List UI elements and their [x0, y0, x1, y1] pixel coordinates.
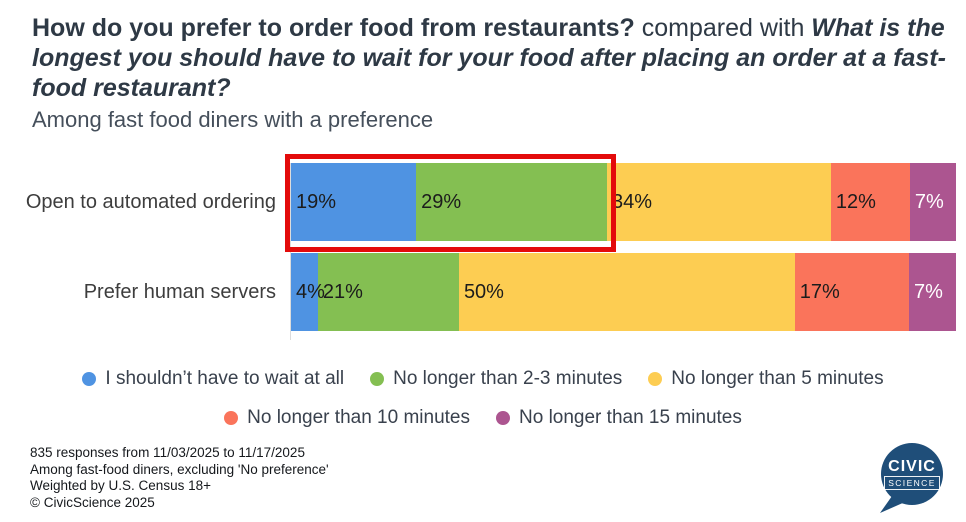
title-question-1: How do you prefer to order food from res… — [32, 14, 635, 42]
segment-value-label: 50% — [463, 280, 504, 303]
segment-value-label: 7% — [914, 190, 944, 213]
segment-value-label: 12% — [835, 190, 876, 213]
bar-segment: 19% — [291, 163, 417, 241]
bar-segment: 17% — [794, 253, 909, 331]
logo-civic-label: CIVIC — [888, 458, 936, 475]
bar-segment: 7% — [909, 163, 956, 241]
legend-label: No longer than 10 minutes — [247, 407, 470, 428]
stacked-bar: 4% 21% 50% 17% 7% — [291, 253, 956, 331]
title-question-2: What is the longest you should have to w… — [32, 14, 946, 102]
segment-value-label: 29% — [421, 190, 462, 213]
logo-text: CIVIC SCIENCE — [881, 443, 943, 505]
footer-line: 835 responses from 11/03/2025 to 11/17/2… — [30, 445, 305, 460]
legend-item: No longer than 2-3 minutes — [370, 368, 622, 390]
legend-label: No longer than 2-3 minutes — [393, 368, 623, 389]
legend-label: I shouldn’t have to wait at all — [105, 368, 345, 389]
title-connector: compared with — [634, 14, 812, 42]
bar-segment: 21% — [317, 253, 459, 331]
segment-value-label: 34% — [612, 190, 653, 213]
category-label: Prefer human servers — [83, 280, 276, 303]
segment-value-label: 17% — [799, 280, 840, 303]
bar-segment: 7% — [908, 253, 956, 331]
segment-value-label: 19% — [296, 190, 337, 213]
highlight-rectangle — [285, 154, 616, 252]
footer-notes: 835 responses from 11/03/2025 to 11/17/2… — [30, 445, 329, 511]
bar-segment: 4% — [291, 253, 325, 331]
bar-segment: 12% — [830, 163, 910, 241]
category-label: Open to automated ordering — [25, 190, 276, 213]
legend-label: No longer than 15 minutes — [519, 407, 742, 428]
legend-dot-icon — [370, 372, 385, 386]
logo-science-label: SCIENCE — [884, 476, 940, 490]
legend-dot-icon — [496, 411, 510, 425]
footer-line: Among fast-food diners, excluding 'No pr… — [30, 461, 329, 477]
bar-row: Open to automated ordering 19% 29% 34% 12% 7… — [0, 163, 966, 241]
legend-item: No longer than 15 minutes — [496, 407, 742, 429]
legend-row: No longer than 10 minutes No longer than … — [0, 405, 966, 431]
bar-segment: 34% — [607, 163, 831, 241]
footer-line: © CivicScience 2025 — [30, 494, 155, 510]
segment-value-label: 4% — [296, 280, 325, 303]
legend-dot-icon — [648, 372, 663, 386]
stacked-bar: 19% 29% 34% 12% 7% — [291, 163, 956, 241]
bar-row: Prefer human servers 4% 21% 50% 17% 7% — [0, 253, 966, 331]
chart-subtitle: Among fast food diners with a preference — [32, 107, 434, 132]
legend-row: I shouldn’t have to wait at all No longer… — [0, 366, 966, 392]
legend-dot-icon — [82, 372, 97, 386]
segment-value-label: 7% — [913, 280, 943, 303]
footer-line: Weighted by U.S. Census 18+ — [30, 478, 211, 493]
civicscience-logo: CIVIC SCIENCE — [878, 440, 950, 514]
chart-title: How do you prefer to order food from res… — [32, 13, 948, 133]
legend-dot-icon — [224, 411, 239, 425]
bar-segment: 50% — [458, 253, 795, 331]
legend-item: No longer than 10 minutes — [224, 407, 470, 429]
legend-item: No longer than 5 minutes — [648, 368, 884, 390]
bar-segment: 29% — [416, 163, 608, 241]
legend-item: I shouldn’t have to wait at all — [82, 368, 344, 390]
segment-value-label: 21% — [322, 280, 363, 303]
legend-label: No longer than 5 minutes — [671, 368, 884, 389]
